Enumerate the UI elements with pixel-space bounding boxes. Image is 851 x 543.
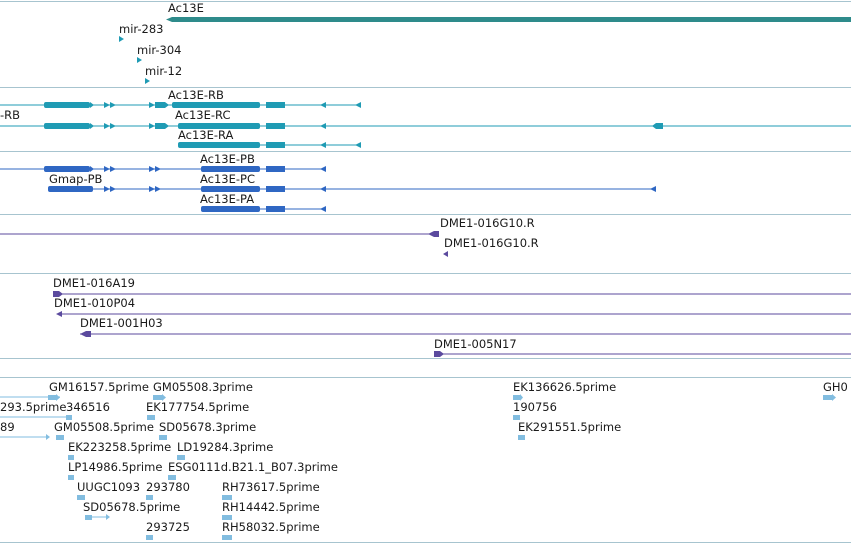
gene-label[interactable]: Ac13E xyxy=(168,1,204,15)
transcript-label[interactable]: -RB xyxy=(0,108,21,122)
est-label[interactable]: 293725 xyxy=(146,520,190,534)
transcript-label[interactable]: Ac13E-RC xyxy=(175,108,231,122)
track-separator xyxy=(0,273,851,274)
cds-row-pb[interactable] xyxy=(0,166,326,172)
est-track[interactable] xyxy=(0,394,836,540)
est-label[interactable]: ESG0111d.B21.1_B07.3prime xyxy=(168,460,338,474)
track-separator xyxy=(0,358,851,359)
transcript-label[interactable]: Ac13E-RB xyxy=(168,88,224,102)
track-separator xyxy=(0,1,851,2)
est-label[interactable]: EK223258.5prime xyxy=(68,440,172,454)
transcript-label[interactable]: Ac13E-RA xyxy=(178,128,234,142)
clone-label[interactable]: DME1-010P04 xyxy=(54,296,136,310)
est-label[interactable]: 346516 xyxy=(66,400,110,414)
est-label[interactable]: GM05508.5prime xyxy=(54,420,154,434)
clone-label[interactable]: DME1-005N17 xyxy=(434,337,517,351)
est-label[interactable]: GM16157.5prime xyxy=(49,380,149,394)
gene-feature-ac13e-arrow xyxy=(166,17,172,22)
est-label[interactable]: UUGC1093 xyxy=(77,480,141,494)
clone-label[interactable]: DME1-016A19 xyxy=(53,276,135,290)
est-label[interactable]: EK136626.5prime xyxy=(513,380,617,394)
transcript-row-ra[interactable] xyxy=(178,142,361,148)
est-label[interactable]: GM05508.3prime xyxy=(153,380,253,394)
est-label[interactable]: RH14442.5prime xyxy=(222,500,320,514)
mirna-mir304-glyph[interactable] xyxy=(137,57,142,63)
cds-track[interactable] xyxy=(0,166,656,212)
clone-end-label[interactable]: DME1-016G10.R xyxy=(440,216,535,230)
est-label[interactable]: EK177754.5prime xyxy=(146,400,250,414)
track-separator xyxy=(0,87,851,88)
mirna-mir12-glyph[interactable] xyxy=(145,78,150,84)
track-separator xyxy=(0,151,851,152)
est-label[interactable]: GH0 xyxy=(823,380,848,394)
mirna-mir283-glyph[interactable] xyxy=(119,36,124,42)
mirna-label[interactable]: mir-304 xyxy=(137,43,182,57)
gene-feature-ac13e[interactable] xyxy=(172,17,851,22)
gene-track[interactable] xyxy=(166,17,851,22)
cds-label[interactable]: Ac13E-PB xyxy=(200,152,255,166)
est-label[interactable]: RH73617.5prime xyxy=(222,480,320,494)
transcript-track[interactable] xyxy=(0,102,851,148)
est-label[interactable]: LD19284.3prime xyxy=(177,440,274,454)
track-separator xyxy=(0,377,851,378)
est-label[interactable]: 293780 xyxy=(146,480,190,494)
est-label[interactable]: 190756 xyxy=(513,400,557,414)
cds-label[interactable]: Ac13E-PC xyxy=(200,172,256,186)
clone-end-track[interactable] xyxy=(0,231,448,257)
clone-end-label[interactable]: DME1-016G10.R xyxy=(444,236,539,250)
mirna-label[interactable]: mir-12 xyxy=(145,64,183,78)
cds-row-pc[interactable] xyxy=(48,186,656,192)
clone-track[interactable] xyxy=(53,291,851,357)
cds-label[interactable]: Gmap-PB xyxy=(49,172,103,186)
est-label[interactable]: 89 xyxy=(0,420,15,434)
clone-label[interactable]: DME1-001H03 xyxy=(80,316,163,330)
est-label[interactable]: RH58032.5prime xyxy=(222,520,320,534)
mirna-track[interactable] xyxy=(119,36,150,84)
est-label[interactable]: EK291551.5prime xyxy=(518,420,622,434)
est-label[interactable]: 293.5prime xyxy=(0,400,67,414)
transcript-row-rb[interactable] xyxy=(0,102,361,108)
mirna-label[interactable]: mir-283 xyxy=(119,22,164,36)
transcript-row-rc[interactable] xyxy=(0,123,851,129)
est-label[interactable]: LP14986.5prime xyxy=(68,460,163,474)
track-separator xyxy=(0,214,851,215)
cds-row-pa[interactable] xyxy=(201,206,326,212)
est-label[interactable]: SD05678.3prime xyxy=(159,420,257,434)
est-label[interactable]: SD05678.5prime xyxy=(83,500,181,514)
cds-label[interactable]: Ac13E-PA xyxy=(200,192,255,206)
